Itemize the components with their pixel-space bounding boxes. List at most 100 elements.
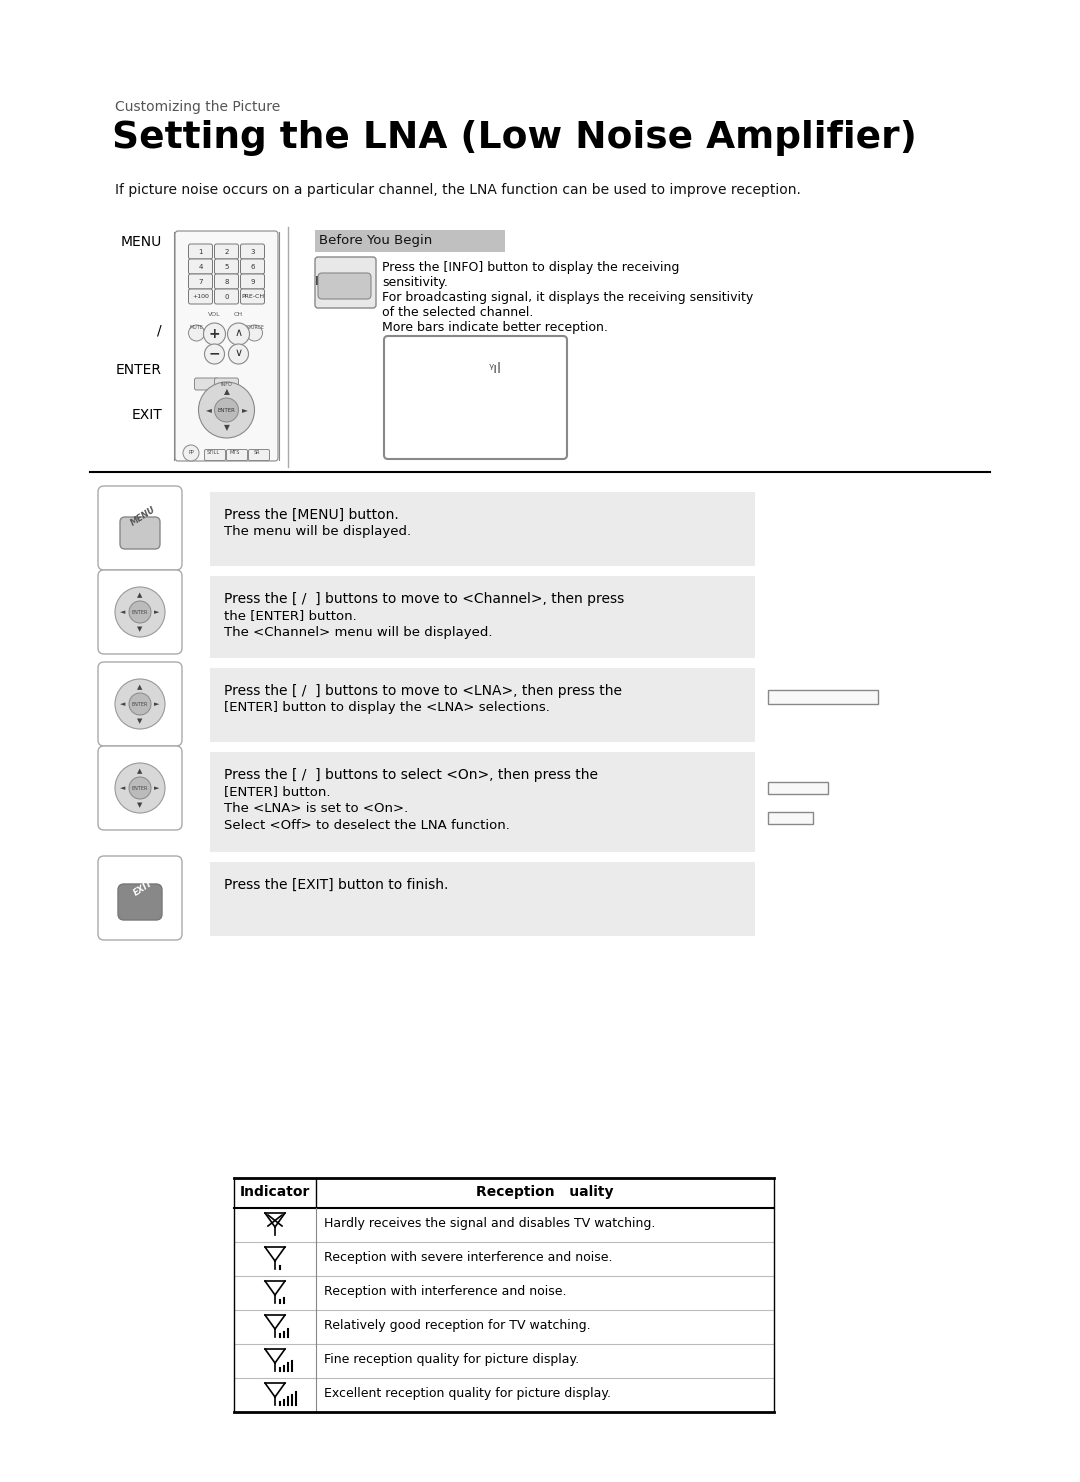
Text: [ENTER] button.: [ENTER] button. (224, 785, 330, 797)
FancyBboxPatch shape (210, 576, 755, 658)
FancyBboxPatch shape (241, 245, 265, 259)
Circle shape (246, 325, 262, 341)
Text: the [ENTER] button.: the [ENTER] button. (224, 609, 356, 622)
Circle shape (183, 445, 199, 461)
Text: ▲: ▲ (224, 387, 229, 397)
Text: ►: ► (242, 406, 247, 415)
Text: /: / (158, 323, 162, 336)
Text: Press the [ /  ] buttons to move to <Channel>, then press: Press the [ / ] buttons to move to <Chan… (224, 591, 624, 606)
Text: MTS: MTS (230, 449, 240, 455)
Text: Indicator: Indicator (240, 1186, 310, 1199)
Text: The menu will be displayed.: The menu will be displayed. (224, 525, 411, 538)
Text: Fine reception quality for picture display.: Fine reception quality for picture displ… (324, 1353, 579, 1366)
FancyBboxPatch shape (120, 517, 160, 548)
Circle shape (215, 399, 239, 422)
Text: −: − (208, 347, 220, 360)
FancyBboxPatch shape (248, 449, 270, 461)
FancyBboxPatch shape (118, 883, 162, 920)
Text: Before You Begin: Before You Begin (319, 234, 432, 247)
Text: ENTER: ENTER (132, 785, 148, 790)
Text: 4: 4 (199, 264, 203, 270)
Text: ENTER: ENTER (116, 363, 162, 376)
FancyBboxPatch shape (98, 486, 183, 571)
Text: ▼: ▼ (137, 802, 143, 808)
Text: ENTER: ENTER (132, 609, 148, 615)
FancyBboxPatch shape (215, 245, 239, 259)
Text: Reception   uality: Reception uality (476, 1186, 613, 1199)
Text: ▲: ▲ (137, 685, 143, 691)
Text: PRE-CH: PRE-CH (241, 295, 265, 299)
FancyBboxPatch shape (98, 662, 183, 745)
Text: 0: 0 (225, 293, 229, 299)
FancyBboxPatch shape (189, 245, 213, 259)
Circle shape (114, 763, 165, 814)
FancyBboxPatch shape (189, 274, 213, 289)
Text: MENU: MENU (129, 505, 157, 528)
Text: Reception with interference and noise.: Reception with interference and noise. (324, 1285, 567, 1298)
Text: Press the [INFO] button to display the receiving: Press the [INFO] button to display the r… (382, 261, 679, 274)
Text: Excellent reception quality for picture display.: Excellent reception quality for picture … (324, 1387, 611, 1400)
Text: ∧: ∧ (234, 328, 243, 338)
Text: ▼: ▼ (137, 717, 143, 725)
Text: ᵞıl: ᵞıl (489, 362, 502, 376)
Text: ▲: ▲ (137, 768, 143, 774)
Text: ►: ► (154, 701, 160, 707)
Text: The <LNA> is set to <On>.: The <LNA> is set to <On>. (224, 802, 408, 815)
Text: 3: 3 (251, 249, 255, 255)
Circle shape (114, 587, 165, 637)
Circle shape (114, 679, 165, 729)
Text: VOL: VOL (208, 311, 220, 317)
Text: 2: 2 (225, 249, 229, 255)
Text: ▼: ▼ (224, 424, 229, 433)
Text: Press the [ /  ] buttons to move to <LNA>, then press the: Press the [ / ] buttons to move to <LNA>… (224, 685, 622, 698)
FancyBboxPatch shape (241, 274, 265, 289)
Text: Setting the LNA (Low Noise Amplifier): Setting the LNA (Low Noise Amplifier) (112, 120, 917, 156)
Text: Customizing the Picture: Customizing the Picture (114, 99, 280, 114)
Bar (768, 812, 813, 824)
Text: Press the [EXIT] button to finish.: Press the [EXIT] button to finish. (224, 877, 448, 892)
Text: More bars indicate better reception.: More bars indicate better reception. (382, 322, 608, 333)
Text: [ENTER] button to display the <LNA> selections.: [ENTER] button to display the <LNA> sele… (224, 701, 550, 714)
Bar (768, 691, 878, 704)
Text: Press the [ /  ] buttons to select <On>, then press the: Press the [ / ] buttons to select <On>, … (224, 768, 598, 782)
Text: SR: SR (254, 449, 260, 455)
FancyBboxPatch shape (98, 857, 183, 940)
FancyBboxPatch shape (210, 492, 755, 566)
Circle shape (203, 323, 226, 345)
Text: ENTER: ENTER (217, 408, 235, 412)
Text: 9: 9 (251, 279, 255, 285)
FancyBboxPatch shape (215, 378, 239, 390)
FancyBboxPatch shape (210, 751, 755, 852)
Text: ►: ► (154, 609, 160, 615)
Circle shape (228, 323, 249, 345)
FancyBboxPatch shape (194, 378, 218, 390)
Text: CH: CH (234, 311, 243, 317)
Text: +: + (208, 326, 220, 341)
Text: 8: 8 (225, 279, 229, 285)
Text: sensitivity.: sensitivity. (382, 276, 448, 289)
Bar (768, 782, 828, 794)
FancyBboxPatch shape (227, 449, 247, 461)
Text: ∨: ∨ (234, 348, 243, 359)
Circle shape (129, 694, 151, 714)
Text: SOURCE: SOURCE (244, 325, 265, 330)
Text: Select <Off> to deselect the LNA function.: Select <Off> to deselect the LNA functio… (224, 820, 510, 831)
Text: of the selected channel.: of the selected channel. (382, 305, 534, 319)
Text: ENTER: ENTER (132, 701, 148, 707)
FancyBboxPatch shape (241, 289, 265, 304)
Text: ◄: ◄ (205, 406, 212, 415)
FancyBboxPatch shape (384, 336, 567, 459)
Text: 6: 6 (251, 264, 255, 270)
Text: Hardly receives the signal and disables TV watching.: Hardly receives the signal and disables … (324, 1217, 656, 1230)
Text: 1: 1 (199, 249, 203, 255)
FancyBboxPatch shape (241, 259, 265, 274)
Text: MENU: MENU (121, 236, 162, 249)
FancyBboxPatch shape (189, 259, 213, 274)
FancyBboxPatch shape (215, 259, 239, 274)
FancyBboxPatch shape (98, 745, 183, 830)
Text: EXIT: EXIT (132, 879, 154, 898)
FancyBboxPatch shape (315, 256, 376, 308)
Circle shape (204, 344, 225, 365)
Text: Press the [MENU] button.: Press the [MENU] button. (224, 508, 399, 522)
Text: Relatively good reception for TV watching.: Relatively good reception for TV watchin… (324, 1319, 591, 1332)
